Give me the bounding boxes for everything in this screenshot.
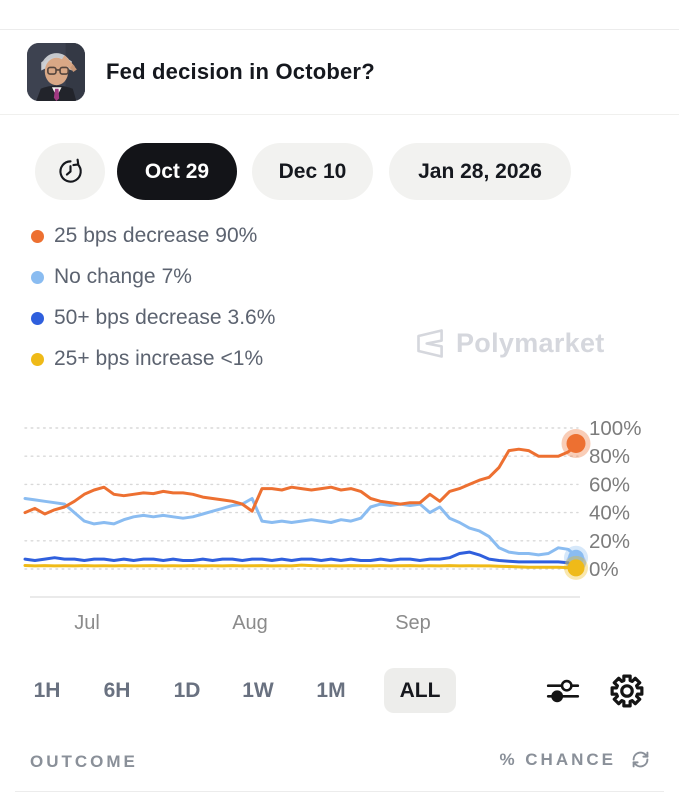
market-avatar xyxy=(27,43,85,101)
yellow-dot-icon xyxy=(31,352,44,366)
chart-canvas: 100% 80% 60% 40% 20% 0% xyxy=(23,417,641,598)
chart-settings-button[interactable] xyxy=(604,668,650,714)
outcome-legend: 25 bps decrease 90% No change 7% 50+ bps… xyxy=(31,222,275,386)
legend-item-25bps-decrease[interactable]: 25 bps decrease 90% xyxy=(31,222,275,250)
light-blue-dot-icon xyxy=(31,270,44,284)
polymarket-wordmark: Polymarket xyxy=(456,328,605,358)
tab-dec-10[interactable]: Dec 10 xyxy=(252,143,373,200)
outcome-name: 25+ bps increase xyxy=(54,347,215,370)
price-chart[interactable]: 100% 80% 60% 40% 20% 0% xyxy=(0,410,679,605)
tab-oct-29[interactable]: Oct 29 xyxy=(117,143,237,200)
svg-text:100%: 100% xyxy=(589,417,641,440)
outcome-column-header: OUTCOME xyxy=(30,752,138,771)
chance-column-header: % CHANCE xyxy=(499,748,652,771)
range-6h[interactable]: 6H xyxy=(103,679,131,702)
range-all-active[interactable]: ALL xyxy=(384,668,456,713)
bottom-divider xyxy=(15,791,664,792)
outcome-name: 50+ bps decrease xyxy=(54,306,222,329)
range-1m[interactable]: 1M xyxy=(316,679,346,702)
polymarket-logo-icon xyxy=(417,329,443,358)
jerome-powell-portrait xyxy=(27,43,85,101)
outcome-name: No change xyxy=(54,265,156,288)
range-1h[interactable]: 1H xyxy=(33,679,61,702)
polymarket-watermark: Polymarket xyxy=(413,327,605,360)
outcome-chance: <1% xyxy=(220,347,264,370)
svg-text:0%: 0% xyxy=(589,558,619,581)
market-header: Fed decision in October? xyxy=(0,29,679,115)
history-button[interactable] xyxy=(35,143,105,200)
refresh-button[interactable] xyxy=(629,748,652,771)
chart-filters-button[interactable] xyxy=(540,668,586,714)
legend-item-50bps-decrease[interactable]: 50+ bps decrease 3.6% xyxy=(31,304,275,332)
outcome-chance: 3.6% xyxy=(227,306,276,329)
legend-item-25bps-increase[interactable]: 25+ bps increase <1% xyxy=(31,345,275,373)
clock-arrow-icon xyxy=(58,158,82,183)
sliders-icon xyxy=(546,679,580,703)
svg-text:60%: 60% xyxy=(589,473,630,496)
range-1d[interactable]: 1D xyxy=(173,679,201,702)
svg-text:40%: 40% xyxy=(589,502,630,525)
x-tick-sep: Sep xyxy=(395,612,431,634)
blue-dot-icon xyxy=(31,311,44,325)
outcome-chance: 90% xyxy=(215,224,258,247)
orange-dot-icon xyxy=(31,229,44,243)
x-tick-jul: Jul xyxy=(74,612,100,634)
outcome-chance: 7% xyxy=(161,265,192,288)
legend-item-no-change[interactable]: No change 7% xyxy=(31,263,275,291)
outcome-name: 25 bps decrease xyxy=(54,224,210,247)
x-tick-aug: Aug xyxy=(232,612,268,634)
range-1w[interactable]: 1W xyxy=(242,679,274,702)
gear-icon xyxy=(610,674,644,708)
svg-text:20%: 20% xyxy=(589,530,630,553)
market-title: Fed decision in October? xyxy=(106,59,375,84)
chance-label: % CHANCE xyxy=(499,749,616,769)
svg-text:80%: 80% xyxy=(589,445,630,468)
refresh-icon xyxy=(632,751,649,768)
tab-jan-28-2026[interactable]: Jan 28, 2026 xyxy=(389,143,571,200)
